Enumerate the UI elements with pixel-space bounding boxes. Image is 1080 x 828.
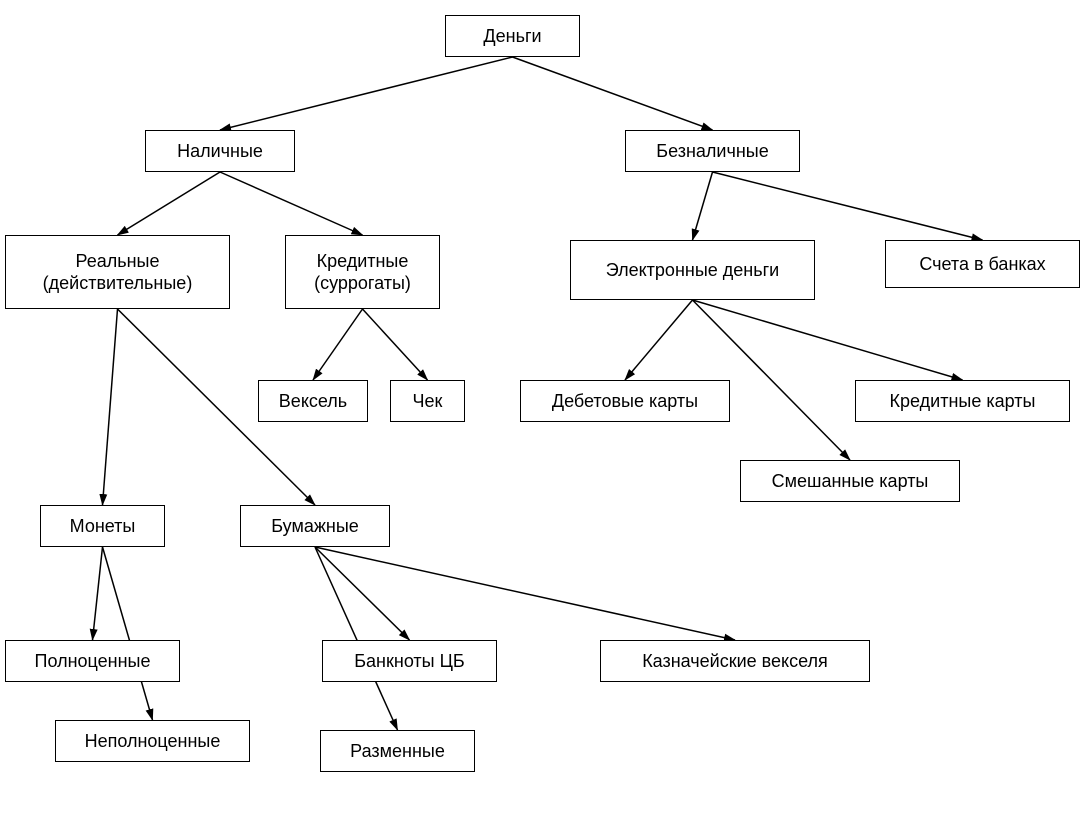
node-label: Вексель — [279, 390, 347, 413]
node-label: Чек — [413, 390, 443, 413]
node-label: Счета в банках — [919, 253, 1045, 276]
edge-noncash-emoney — [693, 172, 713, 240]
node-label: Банкноты ЦБ — [354, 650, 465, 673]
node-cash: Наличные — [145, 130, 295, 172]
node-label: Безналичные — [656, 140, 768, 163]
node-money: Деньги — [445, 15, 580, 57]
node-label: Реальные(действительные) — [43, 250, 193, 295]
node-label: Монеты — [70, 515, 136, 538]
edge-money-noncash — [513, 57, 713, 130]
node-label: Деньги — [483, 25, 541, 48]
edge-coins-partial — [103, 547, 153, 720]
node-label: Дебетовые карты — [552, 390, 698, 413]
edge-paper-change — [315, 547, 398, 730]
edge-cash-credit — [220, 172, 363, 235]
node-credit: Кредитные(суррогаты) — [285, 235, 440, 309]
edge-noncash-bankacc — [713, 172, 983, 240]
node-label: Электронные деньги — [606, 259, 779, 282]
node-mixed: Смешанные карты — [740, 460, 960, 502]
node-label: Неполноценные — [85, 730, 221, 753]
node-change: Разменные — [320, 730, 475, 772]
edge-money-cash — [220, 57, 513, 130]
node-bankacc: Счета в банках — [885, 240, 1080, 288]
node-treasury: Казначейские векселя — [600, 640, 870, 682]
node-cheque: Чек — [390, 380, 465, 422]
node-ccard: Кредитные карты — [855, 380, 1070, 422]
node-full: Полноценные — [5, 640, 180, 682]
node-label: Полноценные — [35, 650, 151, 673]
node-paper: Бумажные — [240, 505, 390, 547]
node-debit: Дебетовые карты — [520, 380, 730, 422]
edge-coins-full — [93, 547, 103, 640]
node-banknotes: Банкноты ЦБ — [322, 640, 497, 682]
node-label: Смешанные карты — [772, 470, 929, 493]
node-emoney: Электронные деньги — [570, 240, 815, 300]
node-label: Наличные — [177, 140, 263, 163]
node-label: Кредитные(суррогаты) — [314, 250, 411, 295]
edge-cash-real — [118, 172, 221, 235]
node-label: Разменные — [350, 740, 445, 763]
node-label: Бумажные — [271, 515, 359, 538]
edge-emoney-debit — [625, 300, 693, 380]
node-label: Кредитные карты — [890, 390, 1036, 413]
diagram-canvas: Деньги Наличные Безналичные Реальные(действ… — [0, 0, 1080, 828]
edge-emoney-ccard — [693, 300, 963, 380]
node-noncash: Безналичные — [625, 130, 800, 172]
node-coins: Монеты — [40, 505, 165, 547]
edge-credit-bill — [313, 309, 363, 380]
edge-paper-treasury — [315, 547, 735, 640]
node-partial: Неполноценные — [55, 720, 250, 762]
node-label: Казначейские векселя — [642, 650, 828, 673]
node-bill: Вексель — [258, 380, 368, 422]
edge-credit-cheque — [363, 309, 428, 380]
edge-paper-banknotes — [315, 547, 410, 640]
edge-real-coins — [103, 309, 118, 505]
node-real: Реальные(действительные) — [5, 235, 230, 309]
